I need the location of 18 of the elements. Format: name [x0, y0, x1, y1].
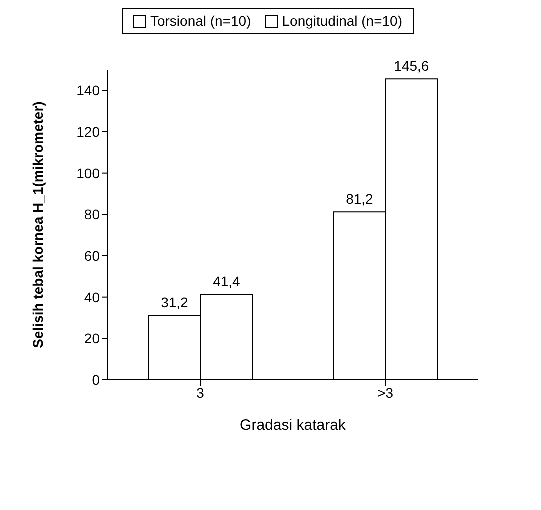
data-label: 81,2 [346, 191, 374, 208]
data-label: 31,2 [161, 294, 189, 311]
y-tick-label: 20 [84, 330, 100, 347]
y-tick-label: 100 [76, 165, 100, 182]
data-label: 145,6 [394, 58, 430, 74]
x-tick-label: 3 [196, 384, 205, 401]
y-tick-label: 120 [76, 124, 100, 140]
y-tick-label: 40 [84, 289, 100, 306]
y-tick-label: 0 [92, 372, 100, 388]
legend-label: Longitudinal (n=10) [281, 13, 403, 29]
y-tick-label: 60 [84, 248, 100, 264]
legend-label: Torsional (n=10) [149, 13, 252, 29]
x-tick-label: >3 [378, 384, 394, 401]
y-axis-title: Selisih tebal kornea H_1(mikrometer) [30, 102, 46, 348]
y-tick-label: 80 [84, 206, 100, 223]
y-tick-label: 140 [76, 82, 100, 99]
data-label: 41,4 [213, 273, 241, 290]
x-axis-title: Gradasi katarak [240, 417, 346, 434]
